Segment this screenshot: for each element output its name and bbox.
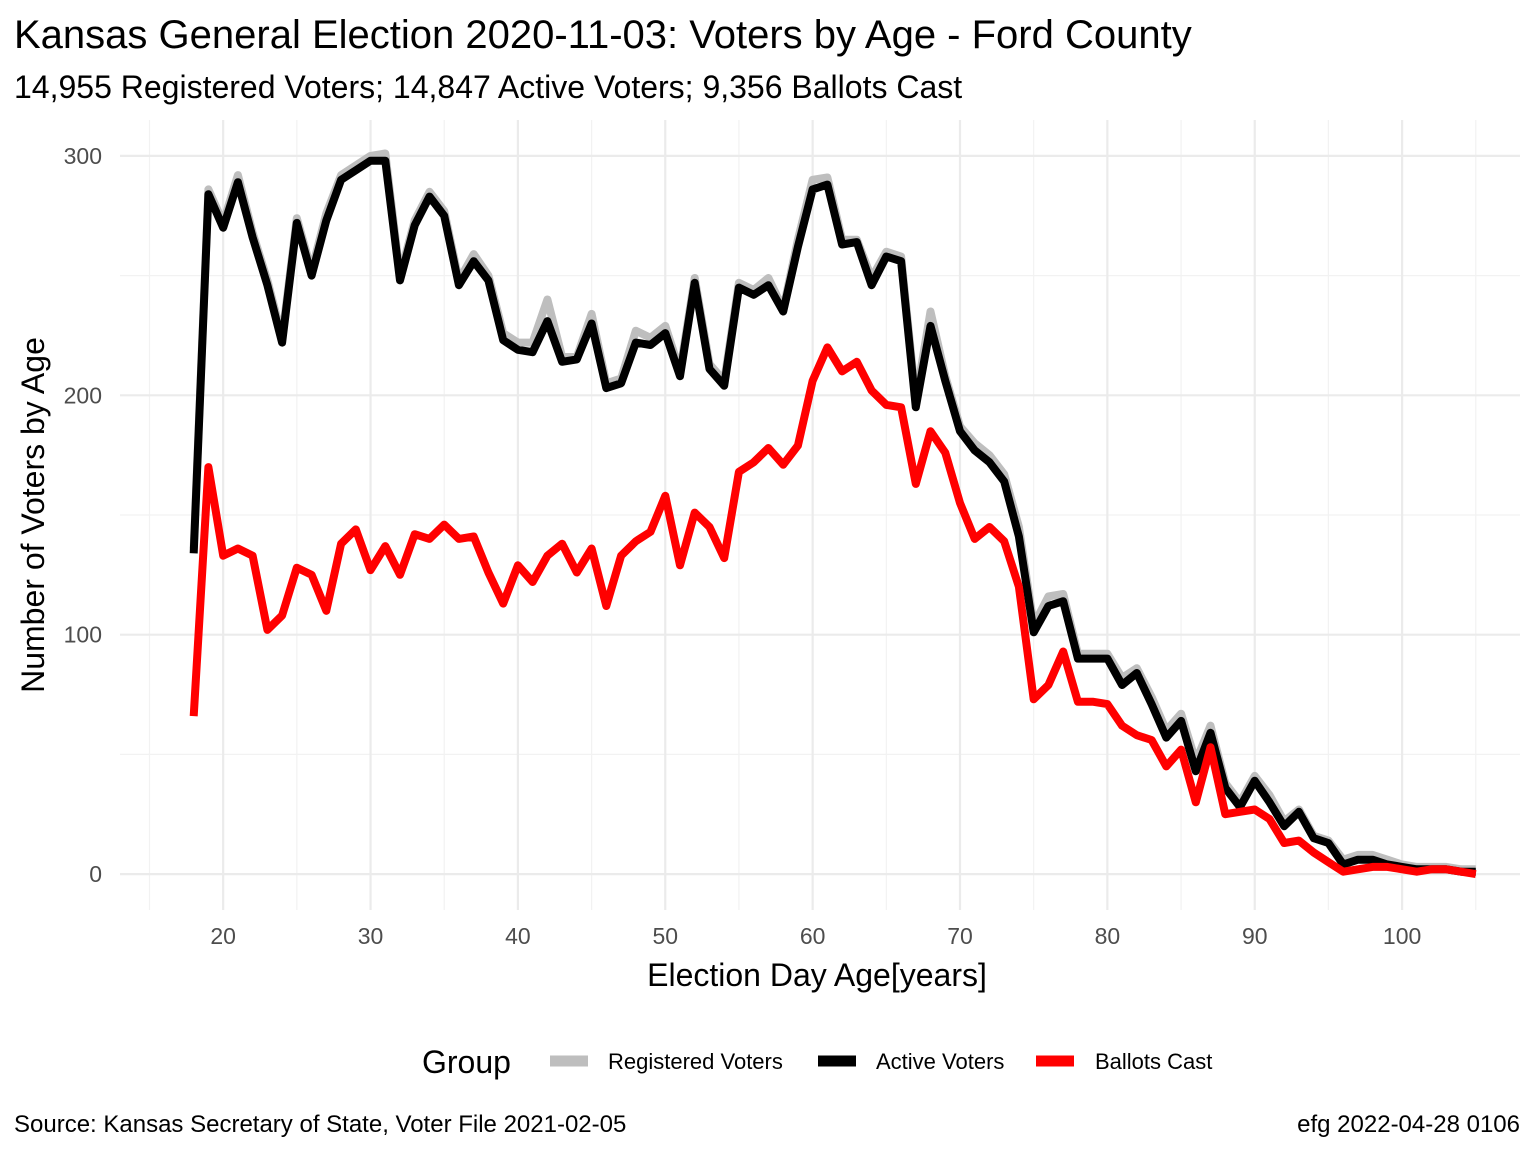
x-tick-label: 60 [800,923,826,949]
x-tick-label: 40 [505,923,531,949]
major-gridlines [120,120,1520,910]
chart-subtitle: 14,955 Registered Voters; 14,847 Active … [14,69,962,105]
series-line-ballots-cast [189,343,1477,879]
x-tick-label: 80 [1095,923,1121,949]
legend-label-active-voters: Active Voters [876,1049,1004,1074]
series-line-registered-voters [189,149,1476,874]
x-tick-label: 70 [947,923,973,949]
x-tick-label: 50 [652,923,678,949]
source-caption: Source: Kansas Secretary of State, Voter… [14,1111,626,1138]
legend-title: Group [422,1044,511,1080]
x-tick-label: 90 [1242,923,1268,949]
x-tick-label: 30 [358,923,384,949]
legend: Group Registered Voters Active Voters Ba… [422,1044,1212,1080]
minor-gridlines [120,120,1520,910]
series-lines [189,149,1477,879]
series-line-active-voters [189,156,1476,876]
y-tick-label: 0 [89,861,102,887]
x-tick-label: 20 [210,923,236,949]
credit-caption: efg 2022-04-28 0106 [1297,1111,1520,1138]
y-tick-label: 300 [64,143,102,169]
chart-title: Kansas General Election 2020-11-03: Vote… [14,13,1192,57]
x-axis-tick-labels: 20 30 40 50 60 70 80 90 100 [210,923,1421,949]
y-tick-label: 200 [64,382,102,408]
legend-label-ballots-cast: Ballots Cast [1095,1049,1212,1074]
y-axis-title: Number of Voters by Age [15,337,51,693]
legend-label-registered-voters: Registered Voters [608,1049,783,1074]
y-tick-label: 100 [64,622,102,648]
y-axis-tick-labels: 0 100 200 300 [64,143,102,887]
x-axis-title: Election Day Age[years] [647,957,987,993]
x-tick-label: 100 [1383,923,1421,949]
